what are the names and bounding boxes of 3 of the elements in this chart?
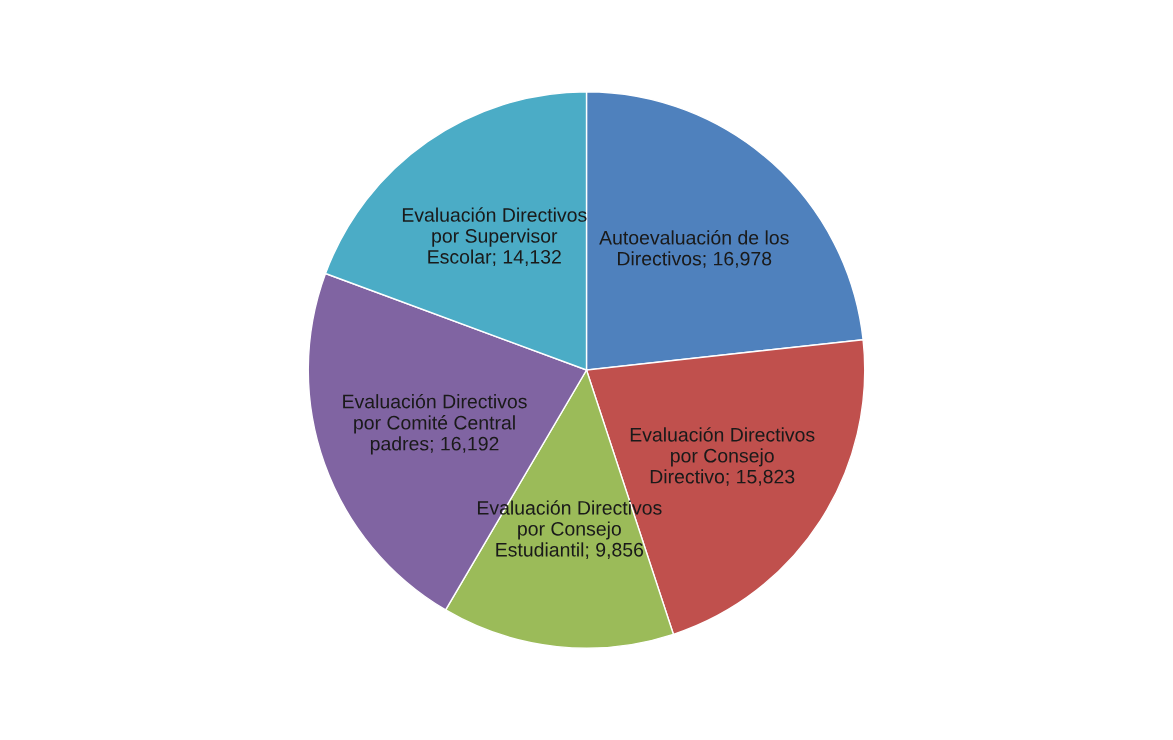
slice-label: Evaluación Directivos por Comité Central padres; 16,192 [343,393,527,455]
slice-label: Evaluación Directivos por Consejo Directivo; 15,823 [630,427,815,486]
slice-label: Autoevaluación de los Directivos; 16,978 [599,230,789,268]
